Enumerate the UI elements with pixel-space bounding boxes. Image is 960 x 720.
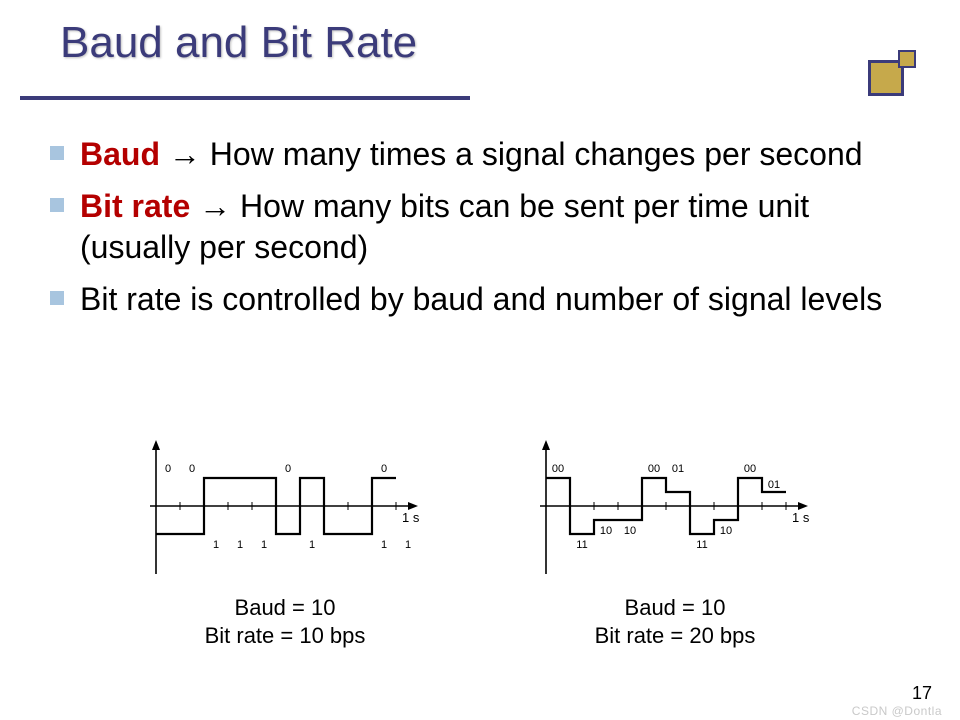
svg-text:1: 1 [405,539,411,551]
bullet-item: Bit rate is controlled by baud and numbe… [50,279,910,321]
caption-line: Baud = 10 [120,594,450,622]
figure-left: 1 sec 0 0 0 0 1 1 1 1 1 1 Baud = 10 Bit rate = 10 … [120,436,450,646]
svg-text:01: 01 [672,463,684,475]
bullet-rest: Bit rate is controlled by baud and numbe… [80,281,882,317]
bullet-text: Bit rate → How many bits can be sent per… [80,186,910,269]
figure-left-caption: Baud = 10 Bit rate = 10 bps [120,594,450,649]
svg-text:1 sec: 1 sec [792,510,810,525]
svg-text:1 sec: 1 sec [402,510,420,525]
slide-title: Baud and Bit Rate [60,18,417,68]
slide: Baud and Bit Rate Baud → How many times … [0,0,960,720]
page-number: 17 [912,683,932,704]
watermark: CSDN @Dontla [852,704,942,718]
caption-line: Bit rate = 20 bps [510,622,840,650]
svg-text:0: 0 [189,463,195,475]
decoration-square-small [898,50,916,68]
figure-right-caption: Baud = 10 Bit rate = 20 bps [510,594,840,649]
svg-text:0: 0 [381,463,387,475]
svg-text:1: 1 [261,539,267,551]
bullet-icon [50,146,64,160]
bullet-rest: → How many bits can be sent per time uni… [80,188,809,266]
svg-text:1: 1 [381,539,387,551]
svg-text:11: 11 [576,539,587,551]
svg-text:10: 10 [600,525,612,537]
title-underline [20,96,470,100]
caption-line: Baud = 10 [510,594,840,622]
bullet-bold: Bit rate [80,188,190,224]
svg-text:1: 1 [213,539,219,551]
svg-text:0: 0 [285,463,291,475]
bullet-rest: → How many times a signal changes per se… [160,136,863,172]
svg-text:0: 0 [165,463,171,475]
signal-chart-4level: 1 sec 00 11 10 10 00 01 11 10 00 01 [510,436,810,586]
svg-text:10: 10 [720,525,732,537]
title-area: Baud and Bit Rate [0,0,960,120]
svg-text:00: 00 [744,463,756,475]
bullet-icon [50,291,64,305]
svg-text:1: 1 [237,539,243,551]
svg-text:1: 1 [309,539,315,551]
caption-line: Bit rate = 10 bps [120,622,450,650]
figure-right: 1 sec 00 11 10 10 00 01 11 10 00 01 Baud = 10 Bit … [510,436,840,646]
svg-text:10: 10 [624,525,636,537]
svg-text:00: 00 [648,463,660,475]
svg-text:01: 01 [768,479,780,491]
bullet-item: Baud → How many times a signal changes p… [50,134,910,176]
bullet-text: Bit rate is controlled by baud and numbe… [80,279,882,321]
bullet-bold: Baud [80,136,160,172]
bullet-item: Bit rate → How many bits can be sent per… [50,186,910,269]
bullet-text: Baud → How many times a signal changes p… [80,134,863,176]
bullet-icon [50,198,64,212]
svg-text:00: 00 [552,463,564,475]
svg-text:11: 11 [696,539,707,551]
bullet-list: Baud → How many times a signal changes p… [0,120,960,320]
figures-row: 1 sec0000111111 Baud = 10 Bit rate = 10 … [0,436,960,646]
signal-chart-2level: 1 sec 0 0 0 0 1 1 1 1 1 1 [120,436,420,586]
